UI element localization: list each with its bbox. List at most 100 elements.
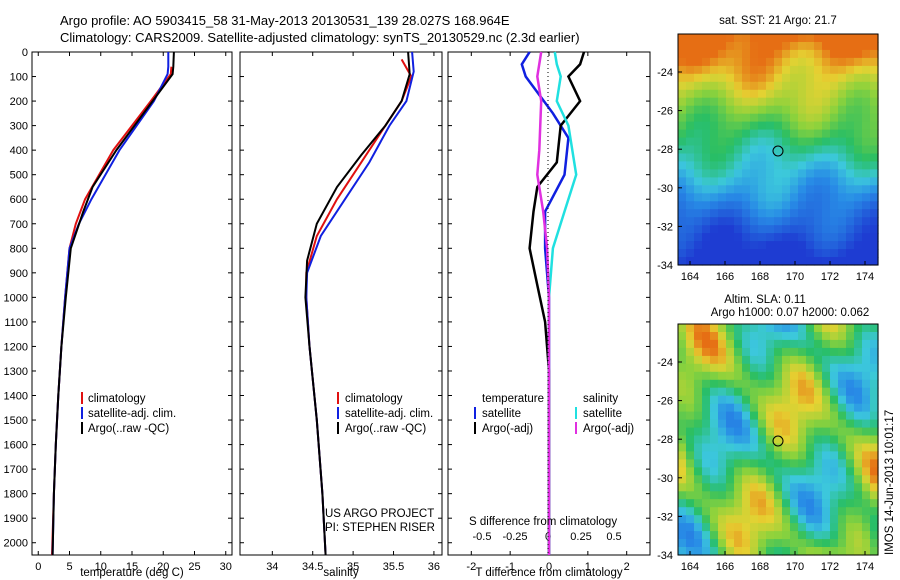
map-y-tick-label: -34 — [657, 550, 673, 562]
map-y-tick-label: -30 — [657, 183, 673, 195]
map-cell — [710, 34, 719, 43]
difference-series-line — [528, 51, 586, 555]
map-cell — [822, 523, 831, 532]
map-cell — [854, 153, 863, 163]
depth-tick-label: 500 — [10, 170, 28, 182]
map-cell — [838, 193, 847, 202]
map-cell — [846, 177, 855, 186]
map-cell — [822, 387, 831, 397]
map-cell — [830, 81, 839, 91]
map-cell — [766, 419, 775, 429]
map-cell — [774, 547, 783, 556]
map-cell — [742, 403, 751, 413]
map-cell — [846, 81, 855, 91]
map-cell — [790, 89, 799, 99]
title-line2: Climatology: CARS2009. Satellite-adjuste… — [60, 30, 580, 45]
map-cell — [678, 411, 687, 421]
map-cell — [814, 443, 823, 453]
map-cell — [870, 443, 879, 453]
map-cell — [790, 411, 799, 421]
map-cell — [686, 443, 695, 453]
map-cell — [718, 363, 727, 373]
map-cell — [758, 387, 767, 397]
map-cell — [870, 339, 879, 349]
map-cell — [870, 105, 879, 115]
map-cell — [742, 411, 751, 421]
map-cell — [726, 523, 735, 532]
map-cell — [790, 387, 799, 397]
depth-tick-label: 1700 — [4, 464, 28, 476]
map-cell — [726, 459, 735, 468]
map-cell — [694, 57, 703, 67]
map-cell — [766, 332, 775, 341]
map-cell — [742, 81, 751, 91]
map-cell — [686, 209, 695, 218]
map-cell — [854, 411, 863, 421]
map-cell — [798, 161, 807, 170]
map-cell — [774, 49, 783, 59]
map-cell — [838, 539, 847, 548]
map-cell — [758, 427, 767, 437]
s-difference-label: S difference from climatology — [469, 516, 617, 528]
map-cell — [726, 491, 735, 500]
map-cell — [862, 475, 871, 484]
map-cell — [702, 403, 711, 413]
map-cell — [838, 371, 847, 381]
map-cell — [806, 81, 815, 91]
map-cell — [790, 257, 799, 266]
map-cell — [686, 339, 695, 349]
map-cell — [702, 233, 711, 242]
map-cell — [750, 193, 759, 202]
map-cell — [694, 355, 703, 365]
map-cell — [830, 355, 839, 365]
map-cell — [846, 161, 855, 170]
map-cell — [798, 507, 807, 516]
map-cell — [678, 73, 687, 83]
map-cell — [726, 193, 735, 202]
map-cell — [742, 129, 751, 139]
map-cell — [854, 161, 863, 170]
map-cell — [734, 177, 743, 186]
sla-argo-location — [772, 435, 784, 447]
map-cell — [678, 113, 687, 123]
map-cell — [830, 483, 839, 492]
map-cell — [782, 185, 791, 194]
map-cell — [758, 73, 767, 83]
depth-tick-label: 2000 — [4, 538, 28, 550]
map-cell — [854, 523, 863, 532]
map-cell — [862, 49, 871, 59]
map-cell — [694, 241, 703, 250]
project-name: US ARGO PROJECT — [325, 508, 434, 520]
map-cell — [782, 65, 791, 75]
map-cell — [750, 427, 759, 437]
map-cell — [710, 332, 719, 341]
map-cell — [710, 347, 719, 357]
map-cell — [766, 249, 775, 258]
map-cell — [694, 443, 703, 453]
map-cell — [798, 483, 807, 492]
map-cell — [710, 225, 719, 234]
map-cell — [814, 209, 823, 218]
map-cell — [774, 113, 783, 123]
map-cell — [782, 387, 791, 397]
map-x-tick-label: 168 — [751, 561, 769, 573]
map-cell — [790, 403, 799, 413]
map-cell — [734, 523, 743, 532]
depth-axis: 0100200300400500600700800900100011001200… — [4, 47, 650, 550]
map-cell — [870, 177, 879, 186]
map-cell — [694, 427, 703, 437]
depth-tick-label: 300 — [10, 121, 28, 133]
map-cell — [686, 105, 695, 115]
map-cell — [718, 249, 727, 258]
map-cell — [678, 355, 687, 365]
map-cell — [854, 137, 863, 147]
map-cell — [742, 49, 751, 59]
map-cell — [694, 475, 703, 484]
map-cell — [830, 249, 839, 258]
map-cell — [814, 467, 823, 476]
map-cell — [734, 355, 743, 365]
map-cell — [838, 105, 847, 115]
map-cell — [702, 515, 711, 524]
map-cell — [694, 193, 703, 202]
map-cell — [702, 257, 711, 266]
